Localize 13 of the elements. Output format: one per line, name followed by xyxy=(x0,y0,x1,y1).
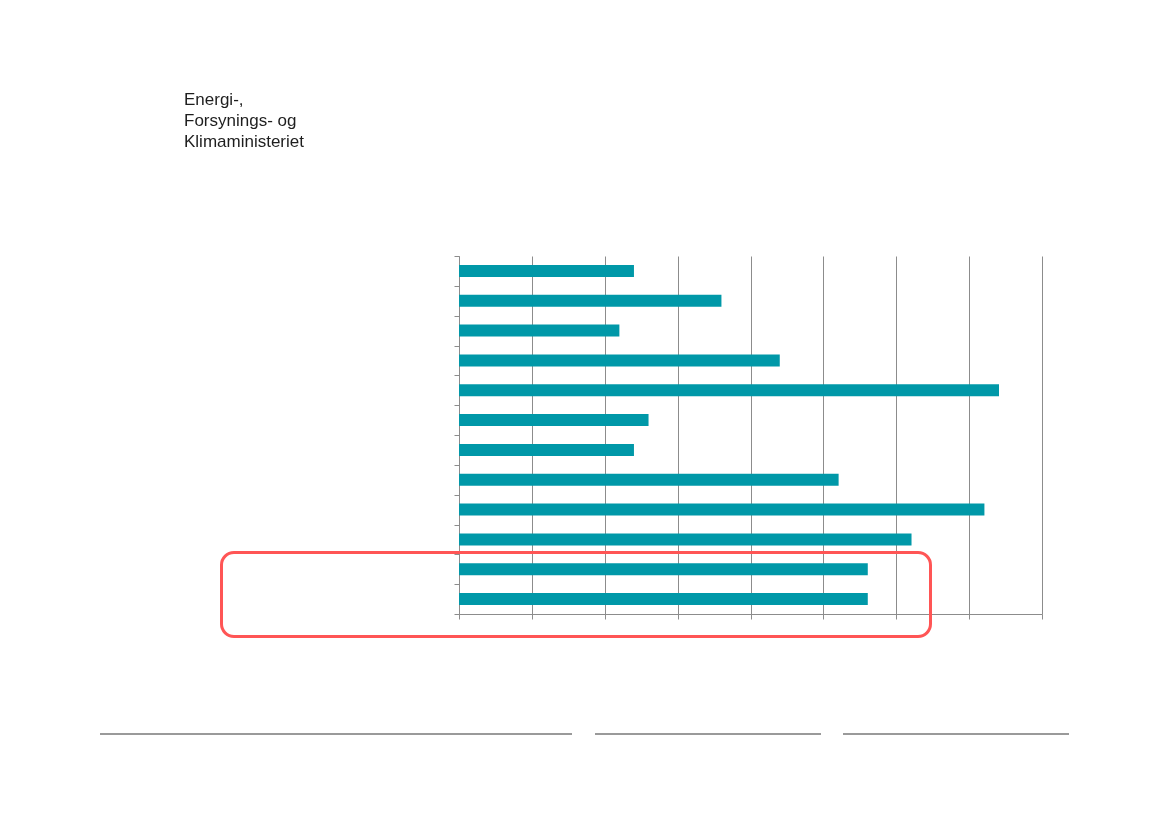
bar xyxy=(459,473,839,486)
bar xyxy=(459,414,649,427)
bar xyxy=(459,593,868,606)
bar xyxy=(459,324,620,337)
bar xyxy=(459,264,634,277)
bar xyxy=(459,533,912,546)
bar xyxy=(459,563,868,576)
bar xyxy=(459,354,780,367)
text: Energi-, Forsynings- og Klimaministeriet xyxy=(184,89,305,152)
bar xyxy=(459,384,999,397)
bar xyxy=(459,503,985,516)
bar xyxy=(459,294,722,307)
bar xyxy=(459,443,634,456)
